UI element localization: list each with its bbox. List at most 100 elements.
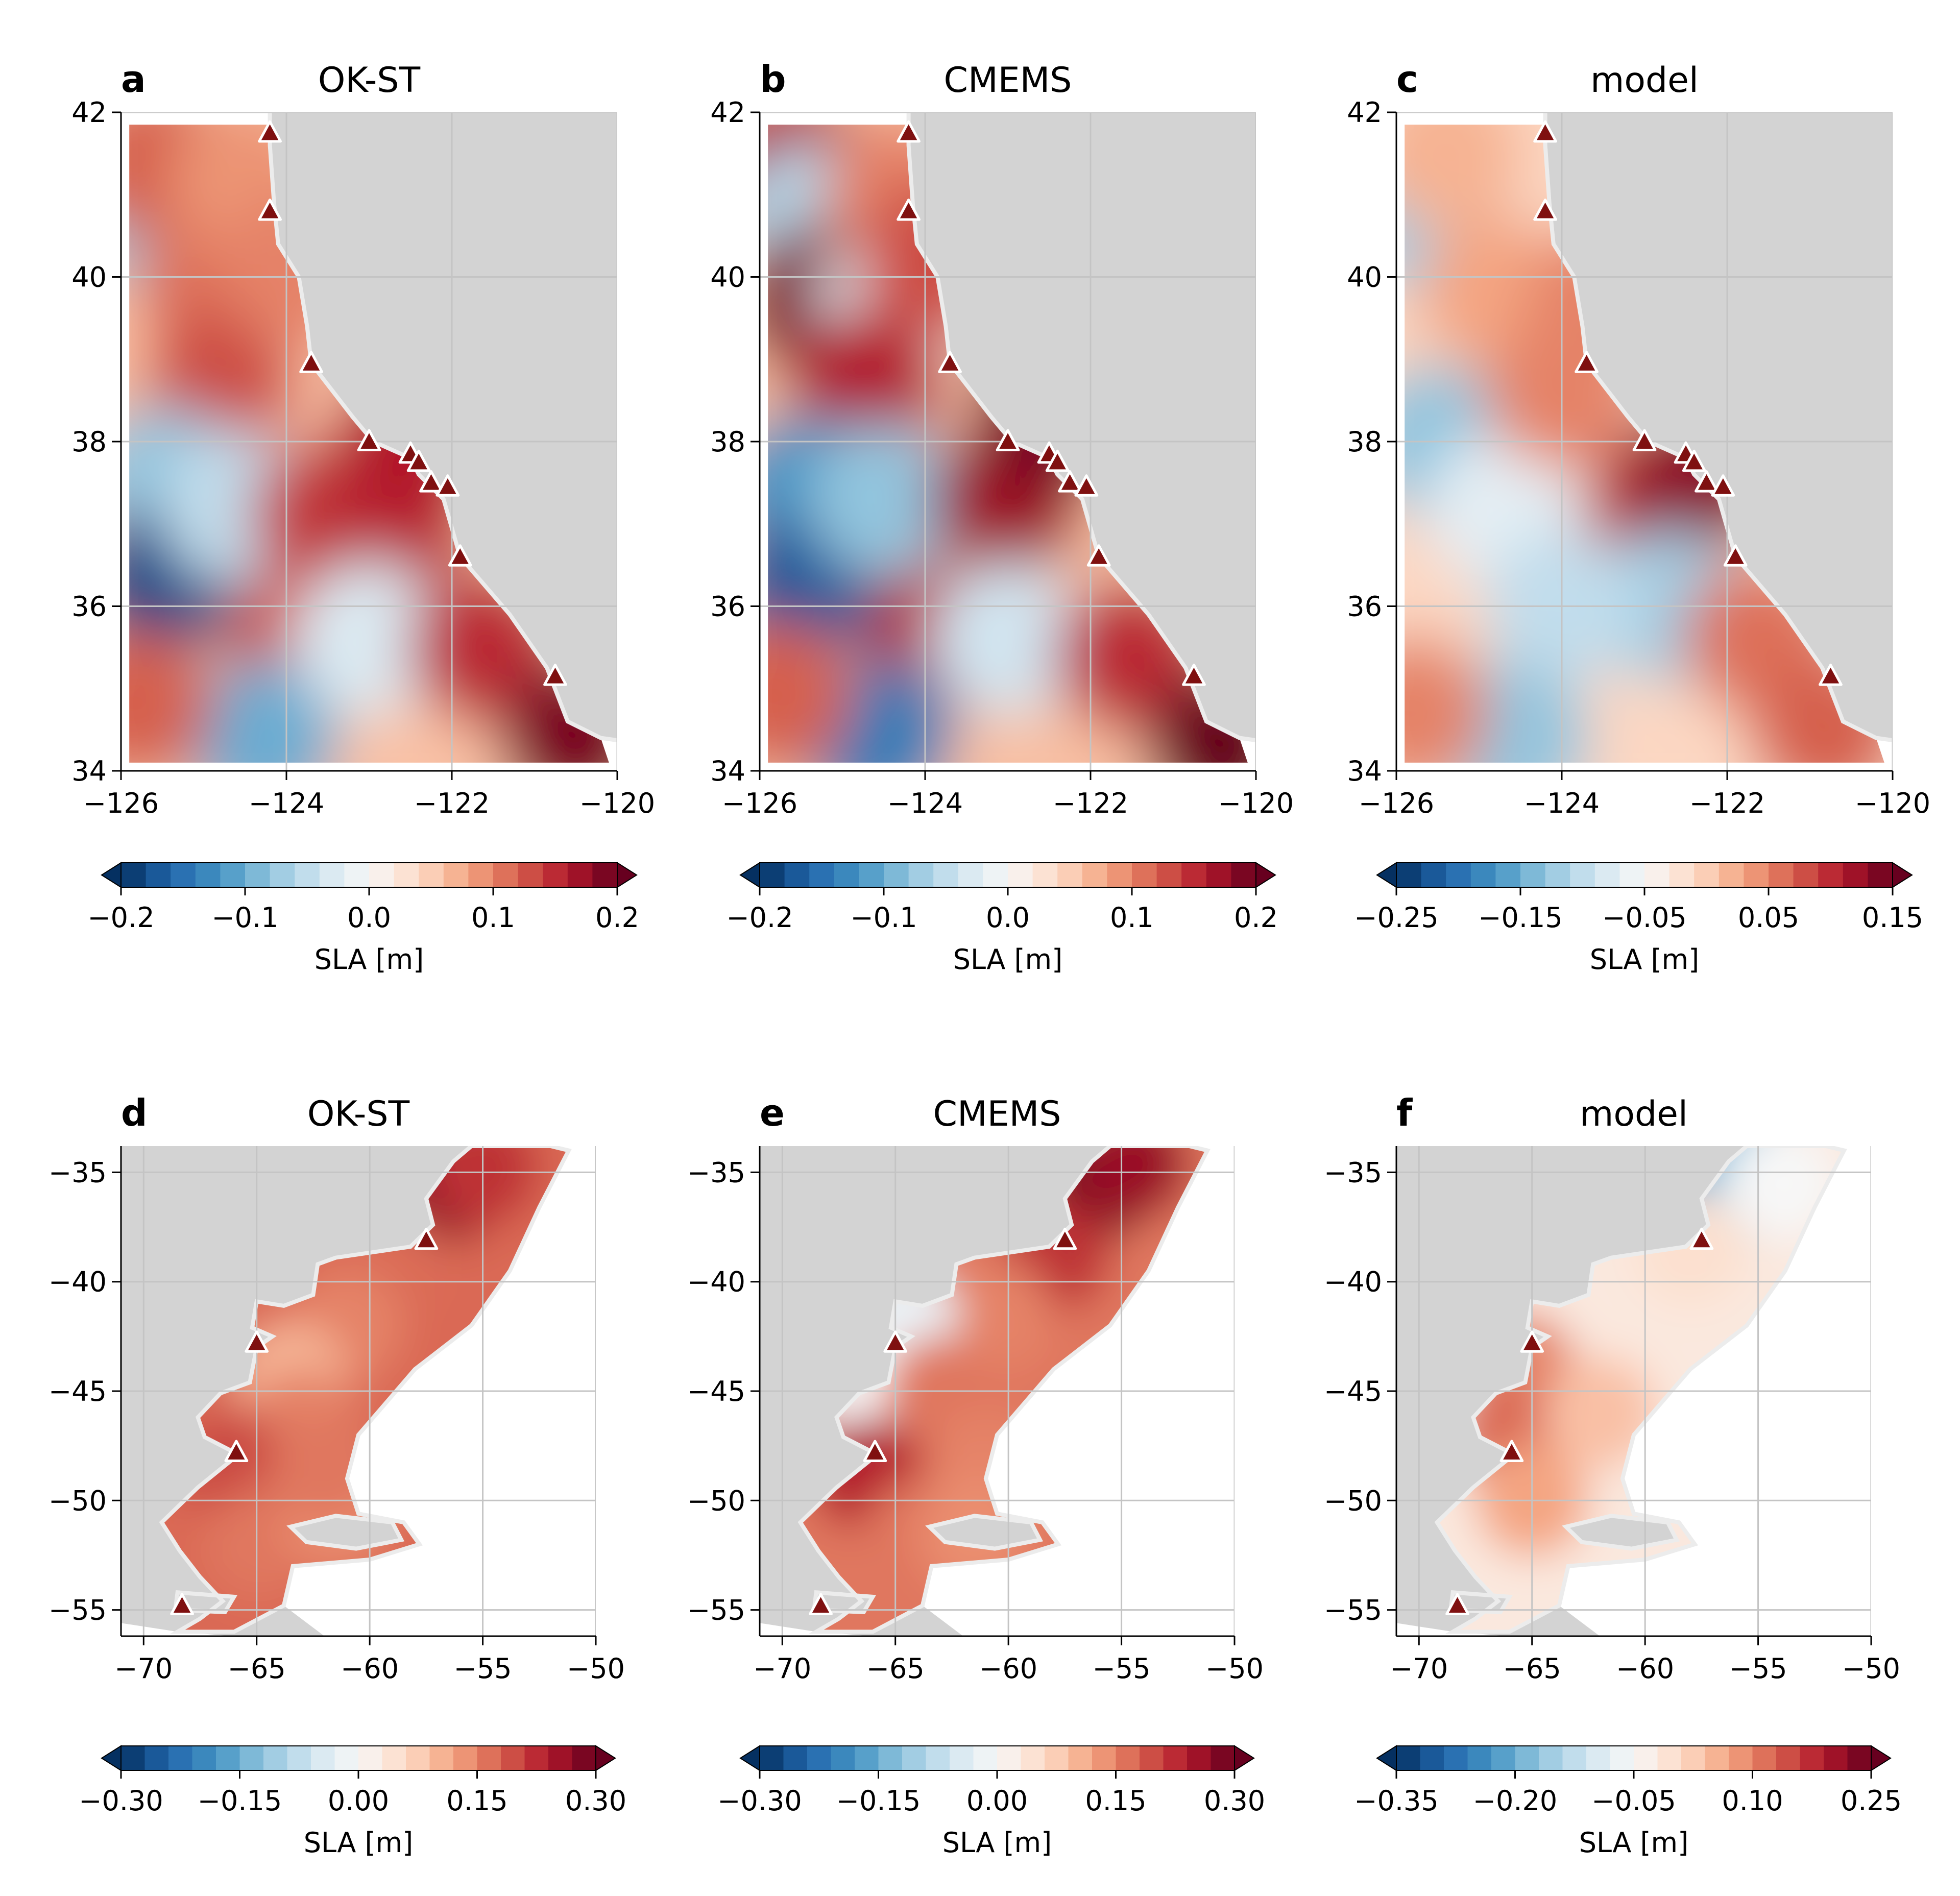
colorbar-bin xyxy=(958,863,983,887)
colorbar-bin xyxy=(1843,863,1868,887)
plot-area xyxy=(121,112,617,771)
colorbar: −0.2 −0.1 0.0 0.1 0.2 SLA [m] xyxy=(726,862,1278,976)
sla-blob xyxy=(499,661,609,763)
island-land xyxy=(286,1514,405,1551)
coastline xyxy=(159,1146,572,1634)
panel-title: OK-ST xyxy=(318,60,421,101)
colorbar-bin xyxy=(443,863,469,887)
sla-blob xyxy=(1146,669,1248,763)
colorbar-extend-high xyxy=(1871,1745,1892,1771)
land-mask xyxy=(1545,112,1893,741)
colorbar-bin xyxy=(287,1746,311,1770)
station-marker xyxy=(1053,1227,1077,1250)
y-tick-label: −55 xyxy=(49,1594,107,1626)
colorbar-label: SLA [m] xyxy=(1579,1827,1688,1859)
y-tick-label: −40 xyxy=(687,1266,745,1298)
colorbar-bin xyxy=(926,1746,950,1770)
south-ocean xyxy=(121,1623,234,1636)
coastline xyxy=(797,1146,1211,1634)
colorbar-bin xyxy=(834,863,859,887)
colorbar: −0.25 −0.15 −0.05 0.05 0.15 SLA [m] xyxy=(1354,862,1923,976)
station-marker xyxy=(448,544,472,567)
y-tick-label: 38 xyxy=(710,426,745,458)
x-tick-label: −50 xyxy=(1842,1652,1900,1685)
colorbar-bin xyxy=(1669,863,1695,887)
y-tick-label: 36 xyxy=(1347,591,1382,623)
colorbar-tick-label: 0.15 xyxy=(1862,902,1923,934)
colorbar-bin xyxy=(1491,1746,1516,1770)
plot-area xyxy=(1396,1146,1871,1636)
plot-area xyxy=(760,1146,1235,1636)
colorbar-bin xyxy=(1396,863,1422,887)
station-marker xyxy=(406,449,431,472)
panel-letter: b xyxy=(760,58,786,101)
sla-blob xyxy=(293,563,446,716)
x-tick-label: −122 xyxy=(414,787,490,819)
panel-title: CMEMS xyxy=(933,1094,1061,1134)
colorbar: −0.30 −0.15 0.00 0.15 0.30 SLA [m] xyxy=(717,1745,1265,1859)
y-tick-label: 40 xyxy=(71,261,107,294)
colorbar-bin xyxy=(1594,863,1620,887)
x-tick-label: −70 xyxy=(114,1652,173,1685)
colorbar-bin xyxy=(1082,863,1107,887)
colorbar-extend-high xyxy=(595,1745,616,1771)
colorbar-bin xyxy=(1421,863,1446,887)
colorbar-bin xyxy=(1776,1746,1801,1770)
colorbar-bin xyxy=(760,863,785,887)
colorbar-tick-label: 0.1 xyxy=(1110,902,1154,934)
colorbar-bin xyxy=(1729,1746,1753,1770)
colorbar-bin xyxy=(548,1746,573,1770)
station-marker xyxy=(1819,664,1843,686)
colorbar-bin xyxy=(1206,863,1231,887)
station-marker xyxy=(1499,1440,1524,1462)
colorbar-extend-low xyxy=(739,1745,760,1771)
colorbar-bin xyxy=(983,863,1008,887)
x-tick-label: −60 xyxy=(1616,1652,1674,1685)
colorbar-bin xyxy=(382,1746,406,1770)
colorbar-bin xyxy=(1211,1746,1235,1770)
station-marker xyxy=(414,1227,439,1250)
colorbar-bin xyxy=(168,1746,193,1770)
colorbar-extend-low xyxy=(1376,1745,1397,1771)
station-marker xyxy=(863,1440,887,1462)
colorbar-bin xyxy=(344,863,370,887)
station-marker xyxy=(996,429,1020,451)
plot-area xyxy=(1396,112,1893,771)
colorbar-tick-label: −0.25 xyxy=(1354,902,1438,934)
colorbar-bin xyxy=(1187,1746,1212,1770)
colorbar-tick-label: −0.15 xyxy=(836,1785,921,1817)
y-tick-label: 34 xyxy=(710,755,745,787)
colorbar-bin xyxy=(760,1746,784,1770)
x-tick-label: −124 xyxy=(887,787,963,819)
colorbar-bin xyxy=(406,1746,430,1770)
y-tick-label: −40 xyxy=(49,1266,107,1298)
colorbar: −0.2 −0.1 0.0 0.1 0.2 SLA [m] xyxy=(87,862,639,976)
x-tick-label: −60 xyxy=(979,1652,1037,1685)
sla-blob xyxy=(768,620,853,763)
y-tick-label: 38 xyxy=(1347,426,1382,458)
colorbar-bin xyxy=(1515,1746,1539,1770)
x-tick-label: −55 xyxy=(1093,1652,1151,1685)
colorbar-tick-label: 0.00 xyxy=(966,1785,1028,1817)
colorbar-bin xyxy=(146,863,171,887)
colorbar-bin xyxy=(419,863,444,887)
x-tick-label: −122 xyxy=(1689,787,1765,819)
colorbar-bin xyxy=(1467,1746,1492,1770)
x-tick-label: −65 xyxy=(866,1652,925,1685)
y-tick-label: −45 xyxy=(1324,1375,1382,1407)
station-marker xyxy=(809,1593,833,1615)
colorbar-tick-label: −0.20 xyxy=(1473,1785,1557,1817)
colorbar-label: SLA [m] xyxy=(953,943,1062,976)
x-tick-label: −70 xyxy=(753,1652,811,1685)
colorbar-bin xyxy=(1719,863,1744,887)
sla-blob xyxy=(1405,637,1490,763)
station-marker xyxy=(1520,1330,1544,1353)
colorbar-bin xyxy=(783,1746,808,1770)
colorbar-bin xyxy=(171,863,196,887)
colorbar-bin xyxy=(1057,863,1083,887)
colorbar-bin xyxy=(1107,863,1132,887)
colorbar-tick-label: −0.2 xyxy=(87,902,154,934)
colorbar-tick-label: −0.1 xyxy=(211,902,278,934)
colorbar-label: SLA [m] xyxy=(942,1827,1052,1859)
